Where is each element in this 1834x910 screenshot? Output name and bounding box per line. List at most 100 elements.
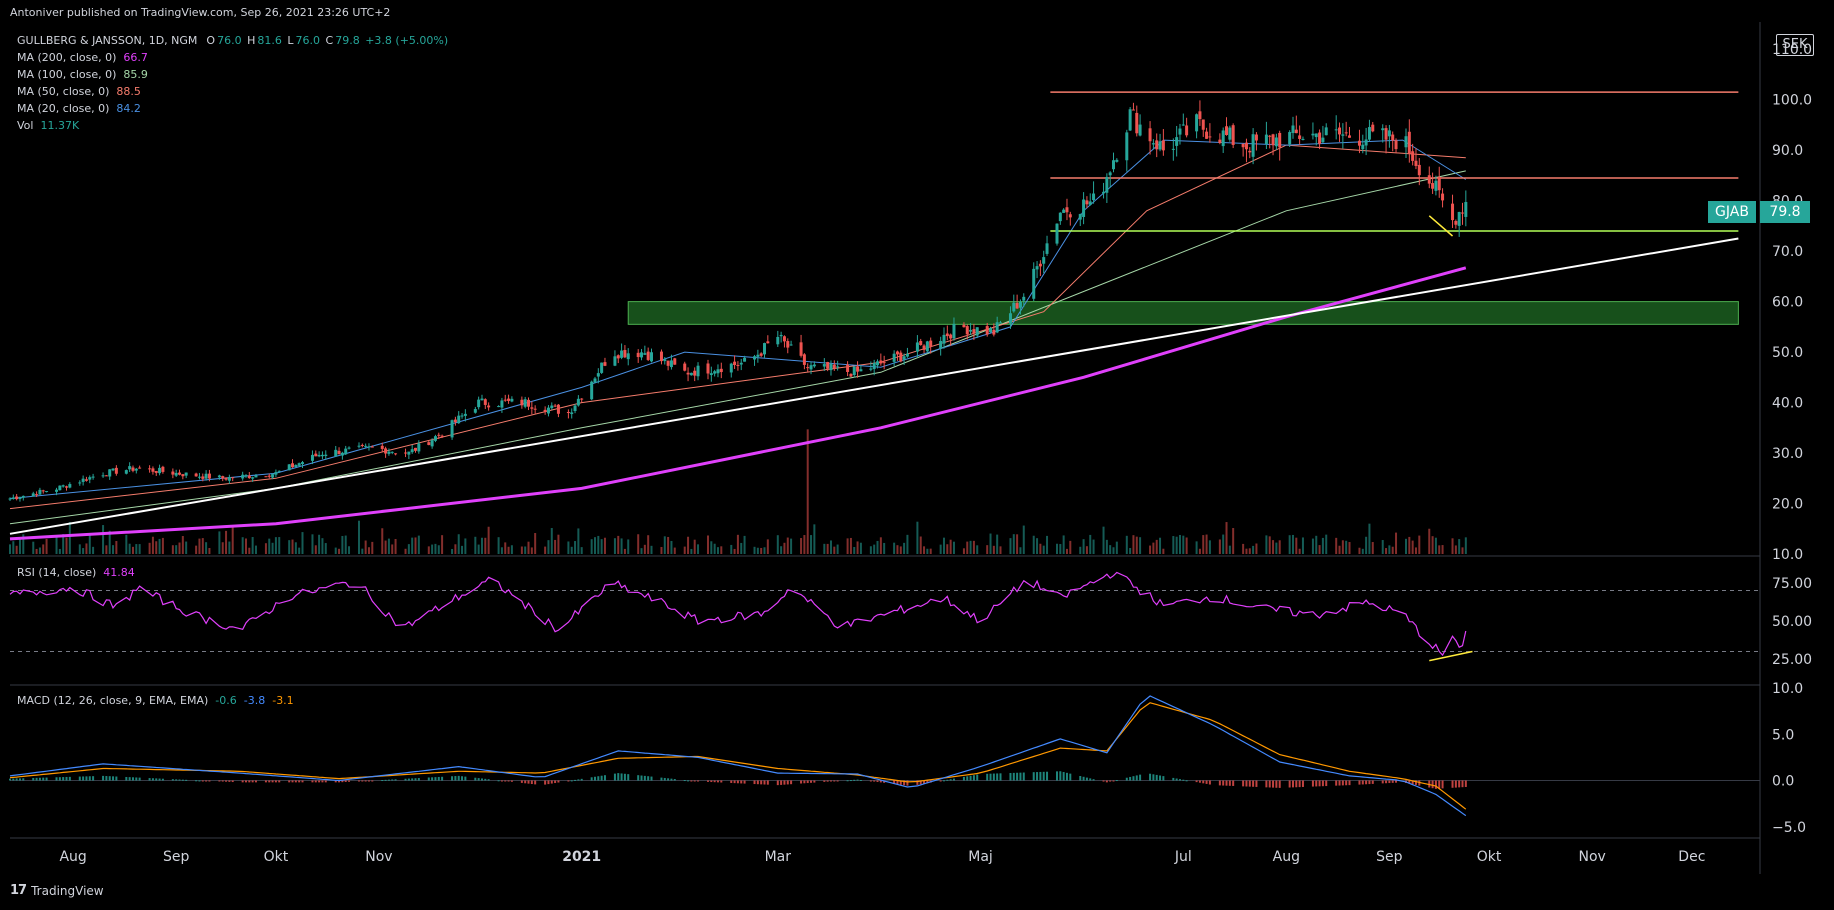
symbol-price-tag: GJAB — [1708, 201, 1756, 223]
volume-bar — [760, 547, 763, 554]
macd-histogram-bar — [597, 776, 600, 781]
rsi-pane — [9, 571, 1760, 662]
macd-histogram-bar — [986, 773, 989, 781]
candle-body — [1151, 143, 1155, 145]
candle-body — [1062, 209, 1066, 213]
macd-histogram-bar — [318, 780, 321, 783]
macd-histogram-bar — [810, 780, 813, 783]
volume-bar — [962, 548, 965, 554]
candle-body — [138, 467, 142, 469]
ma100-legend[interactable]: MA (100, close, 0) 85.9 — [17, 68, 148, 81]
candle-body — [1065, 207, 1069, 213]
candle-body — [1185, 125, 1189, 136]
macd-histogram-bar — [324, 780, 327, 783]
candle-body — [1115, 159, 1119, 162]
macd-histogram-bar — [371, 780, 374, 782]
candle-body — [334, 449, 338, 457]
candle-body — [1407, 131, 1411, 154]
volume-bar — [181, 536, 184, 554]
candle-body — [576, 398, 580, 406]
volume-bar — [391, 544, 394, 554]
macd-histogram-bar — [1056, 771, 1058, 781]
candle-body — [174, 472, 178, 476]
macd-histogram-bar — [730, 780, 733, 783]
rsi-legend[interactable]: RSI (14, close) 41.84 — [17, 566, 135, 579]
volume-legend[interactable]: Vol 11.37K — [17, 119, 79, 132]
macd-histogram-bar — [1062, 772, 1065, 781]
macd-histogram-bar — [766, 780, 769, 785]
macd-histogram-bar — [743, 780, 746, 784]
tradingview-brand[interactable]: 17 TradingView — [10, 883, 104, 898]
macd-histogram-bar — [1139, 774, 1142, 781]
macd-histogram-bar — [218, 780, 221, 782]
volume-bar — [1461, 547, 1464, 554]
volume-bar — [1295, 537, 1298, 554]
volume-bar — [394, 539, 397, 554]
candle-body — [483, 399, 487, 405]
rsi-tick-label: 75.00 — [1772, 576, 1812, 592]
candle-body — [736, 364, 740, 366]
volume-bar — [1418, 535, 1421, 554]
macd-histogram-bar — [710, 780, 713, 783]
volume-bar — [431, 544, 434, 554]
candle-body — [998, 322, 1002, 324]
volume-bar — [527, 541, 530, 554]
macd-histogram-bar — [311, 780, 314, 783]
volume-bar — [1451, 538, 1454, 554]
macd-histogram-bar — [1418, 780, 1421, 786]
volume-bar — [278, 537, 281, 554]
volume-bar — [480, 537, 483, 554]
macd-histogram-bar — [1109, 780, 1112, 782]
candle-body — [949, 334, 953, 339]
macd-histogram-bar — [999, 773, 1002, 781]
macd-histogram-bar — [102, 775, 105, 781]
volume-bar — [301, 532, 304, 554]
candle-body — [1008, 313, 1012, 324]
candle-body — [882, 362, 886, 364]
candle-body — [453, 419, 457, 423]
volume-bar — [32, 541, 35, 554]
macd-legend[interactable]: MACD (12, 26, close, 9, EMA, EMA) -0.6 -… — [17, 694, 294, 707]
volume-bar — [853, 546, 856, 554]
volume-bar — [756, 547, 759, 554]
price-tick-label: 10.0 — [1772, 547, 1803, 563]
volume-bar — [776, 535, 779, 554]
candle-body — [15, 496, 19, 500]
macd-histogram-bar — [1311, 780, 1314, 787]
volume-bar — [1046, 535, 1049, 554]
candle-body — [65, 486, 69, 488]
ma20-legend[interactable]: MA (20, close, 0) 84.2 — [17, 102, 141, 115]
candle-body — [347, 447, 351, 449]
volume-bar — [35, 548, 38, 554]
volume-bar — [580, 547, 583, 554]
candle-body — [297, 463, 301, 466]
macd-histogram-bar — [1042, 771, 1045, 781]
currency-button[interactable]: SEK — [1776, 34, 1814, 56]
volume-bar — [1089, 534, 1092, 554]
open-label: O — [206, 34, 216, 47]
macd-histogram-bar — [231, 780, 234, 783]
candle-body — [626, 353, 630, 360]
candle-body — [659, 351, 663, 362]
macd-histogram-bar — [923, 780, 926, 784]
volume-bar — [464, 538, 467, 554]
volume-bar — [989, 533, 992, 554]
candle-body — [1055, 223, 1059, 244]
macd-histogram-bar — [1335, 780, 1338, 786]
macd-histogram-bar — [55, 777, 58, 781]
macd-histogram-bar — [1458, 780, 1461, 788]
candle-body — [78, 482, 82, 484]
candle-body — [367, 446, 371, 448]
macd-histogram-bar — [687, 780, 690, 782]
ma200-legend[interactable]: MA (200, close, 0) 66.7 — [17, 51, 148, 64]
volume-bar — [1159, 537, 1162, 554]
ma50-legend[interactable]: MA (50, close, 0) 88.5 — [17, 85, 141, 98]
candle-body — [104, 475, 108, 477]
candle-body — [1045, 243, 1049, 254]
volume-bar — [387, 538, 390, 554]
macd-histogram-bar — [394, 779, 397, 781]
macd-histogram-bar — [1195, 780, 1198, 783]
volume-bar — [497, 537, 500, 554]
brand-name: TradingView — [31, 883, 104, 898]
